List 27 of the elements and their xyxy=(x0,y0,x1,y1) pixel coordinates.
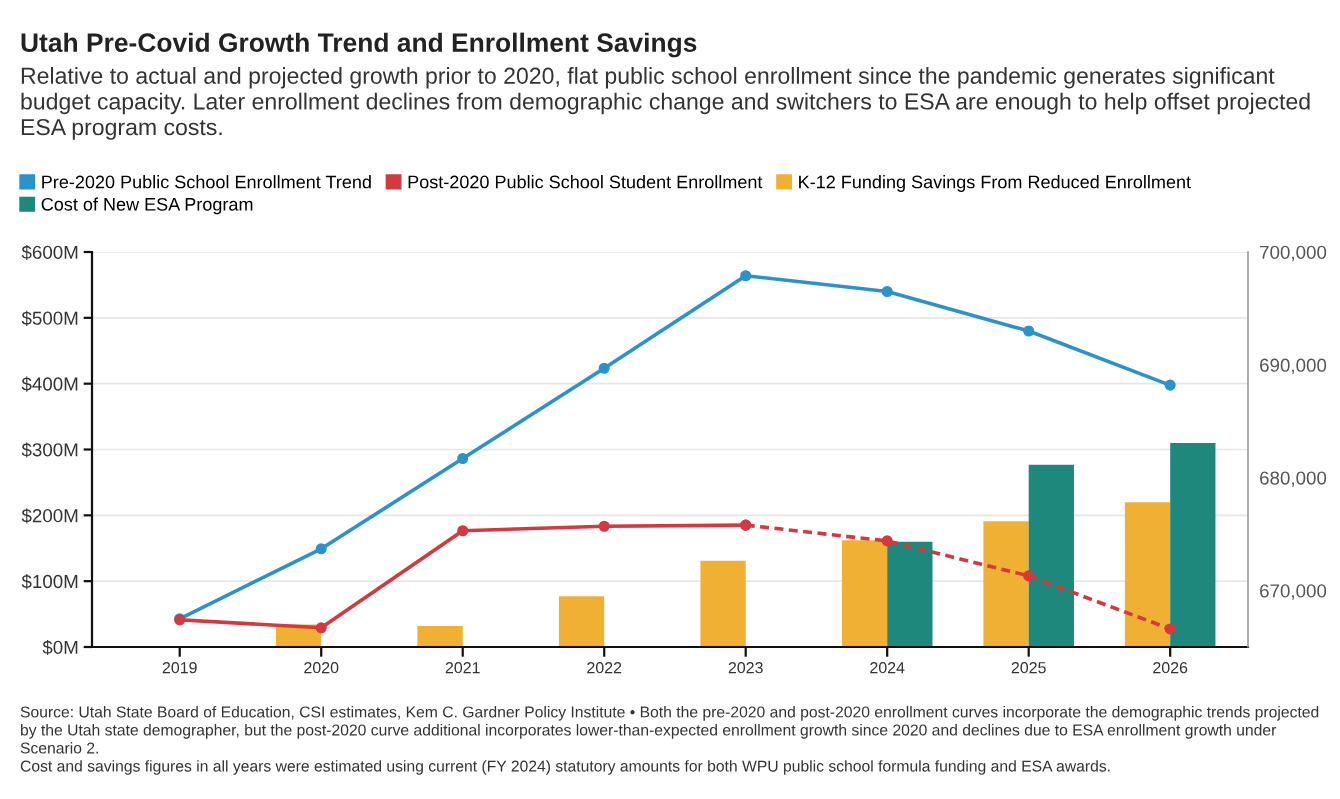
x-tick-label: 2021 xyxy=(445,662,480,674)
y2-tick-label: 680,000 xyxy=(1260,471,1327,487)
text: Cost and savings figures in all years were estimated using current (FY 2024) statutory amounts for both WPU public school formula funding and ESA awards. xyxy=(20,760,1110,775)
y-tick-label: $100M xyxy=(21,574,78,590)
y-tick-label: $300M xyxy=(21,442,78,458)
x-tick-label: 2023 xyxy=(728,662,763,674)
x-tick-label: 2025 xyxy=(1011,662,1046,674)
x-tick-label: 2022 xyxy=(587,662,622,674)
y2-tick-label: 690,000 xyxy=(1260,358,1327,375)
y-tick-label: $600M xyxy=(21,244,78,261)
chart-title: Utah Pre-Covid Growth Trend and Enrollment Savings xyxy=(21,32,697,58)
y2-tick-label: 700,000 xyxy=(1260,245,1327,262)
legend-label: Cost of New ESA Program xyxy=(41,197,253,215)
x-tick-label: 2019 xyxy=(162,662,197,674)
source-note: Source: Utah State Board of Education, CSI estimates, Kem C. Gardner Policy Institute • Both the pre-2020 and post-2020 enrollment curves incorporate the demographic trends projected by the Utah state demographer, but the post-2020 curve additional incorporates lower-than-expected enrollment growth since 2020 and declines due to ESA enrollment growth under Scenario 2. xyxy=(20,706,1319,754)
x-tick-label: 2020 xyxy=(304,662,339,674)
y-tick-label: $500M xyxy=(21,310,78,326)
chart-subtitle: Relative to actual and projected growth prior to 2020, flat public school enrollment since the pandemic generates significant budget capacity. Later enrollment declines from demographic change and switchers to ESA are enough to help offset projected ESA program costs. xyxy=(21,67,1310,140)
legend-label: K-12 Funding Savings From Reduced Enrollment xyxy=(799,175,1191,192)
legend-label: Pre-2020 Public School Enrollment Trend xyxy=(42,175,371,189)
y-tick-label: $0M xyxy=(42,639,78,656)
legend-label: Post-2020 Public School Student Enrollment xyxy=(408,175,763,189)
x-tick-label: 2024 xyxy=(870,662,905,674)
y2-tick-label: 670,000 xyxy=(1260,584,1327,600)
y-tick-label: $400M xyxy=(21,376,78,392)
x-tick-label: 2026 xyxy=(1153,662,1188,674)
y-tick-label: $200M xyxy=(21,508,78,524)
